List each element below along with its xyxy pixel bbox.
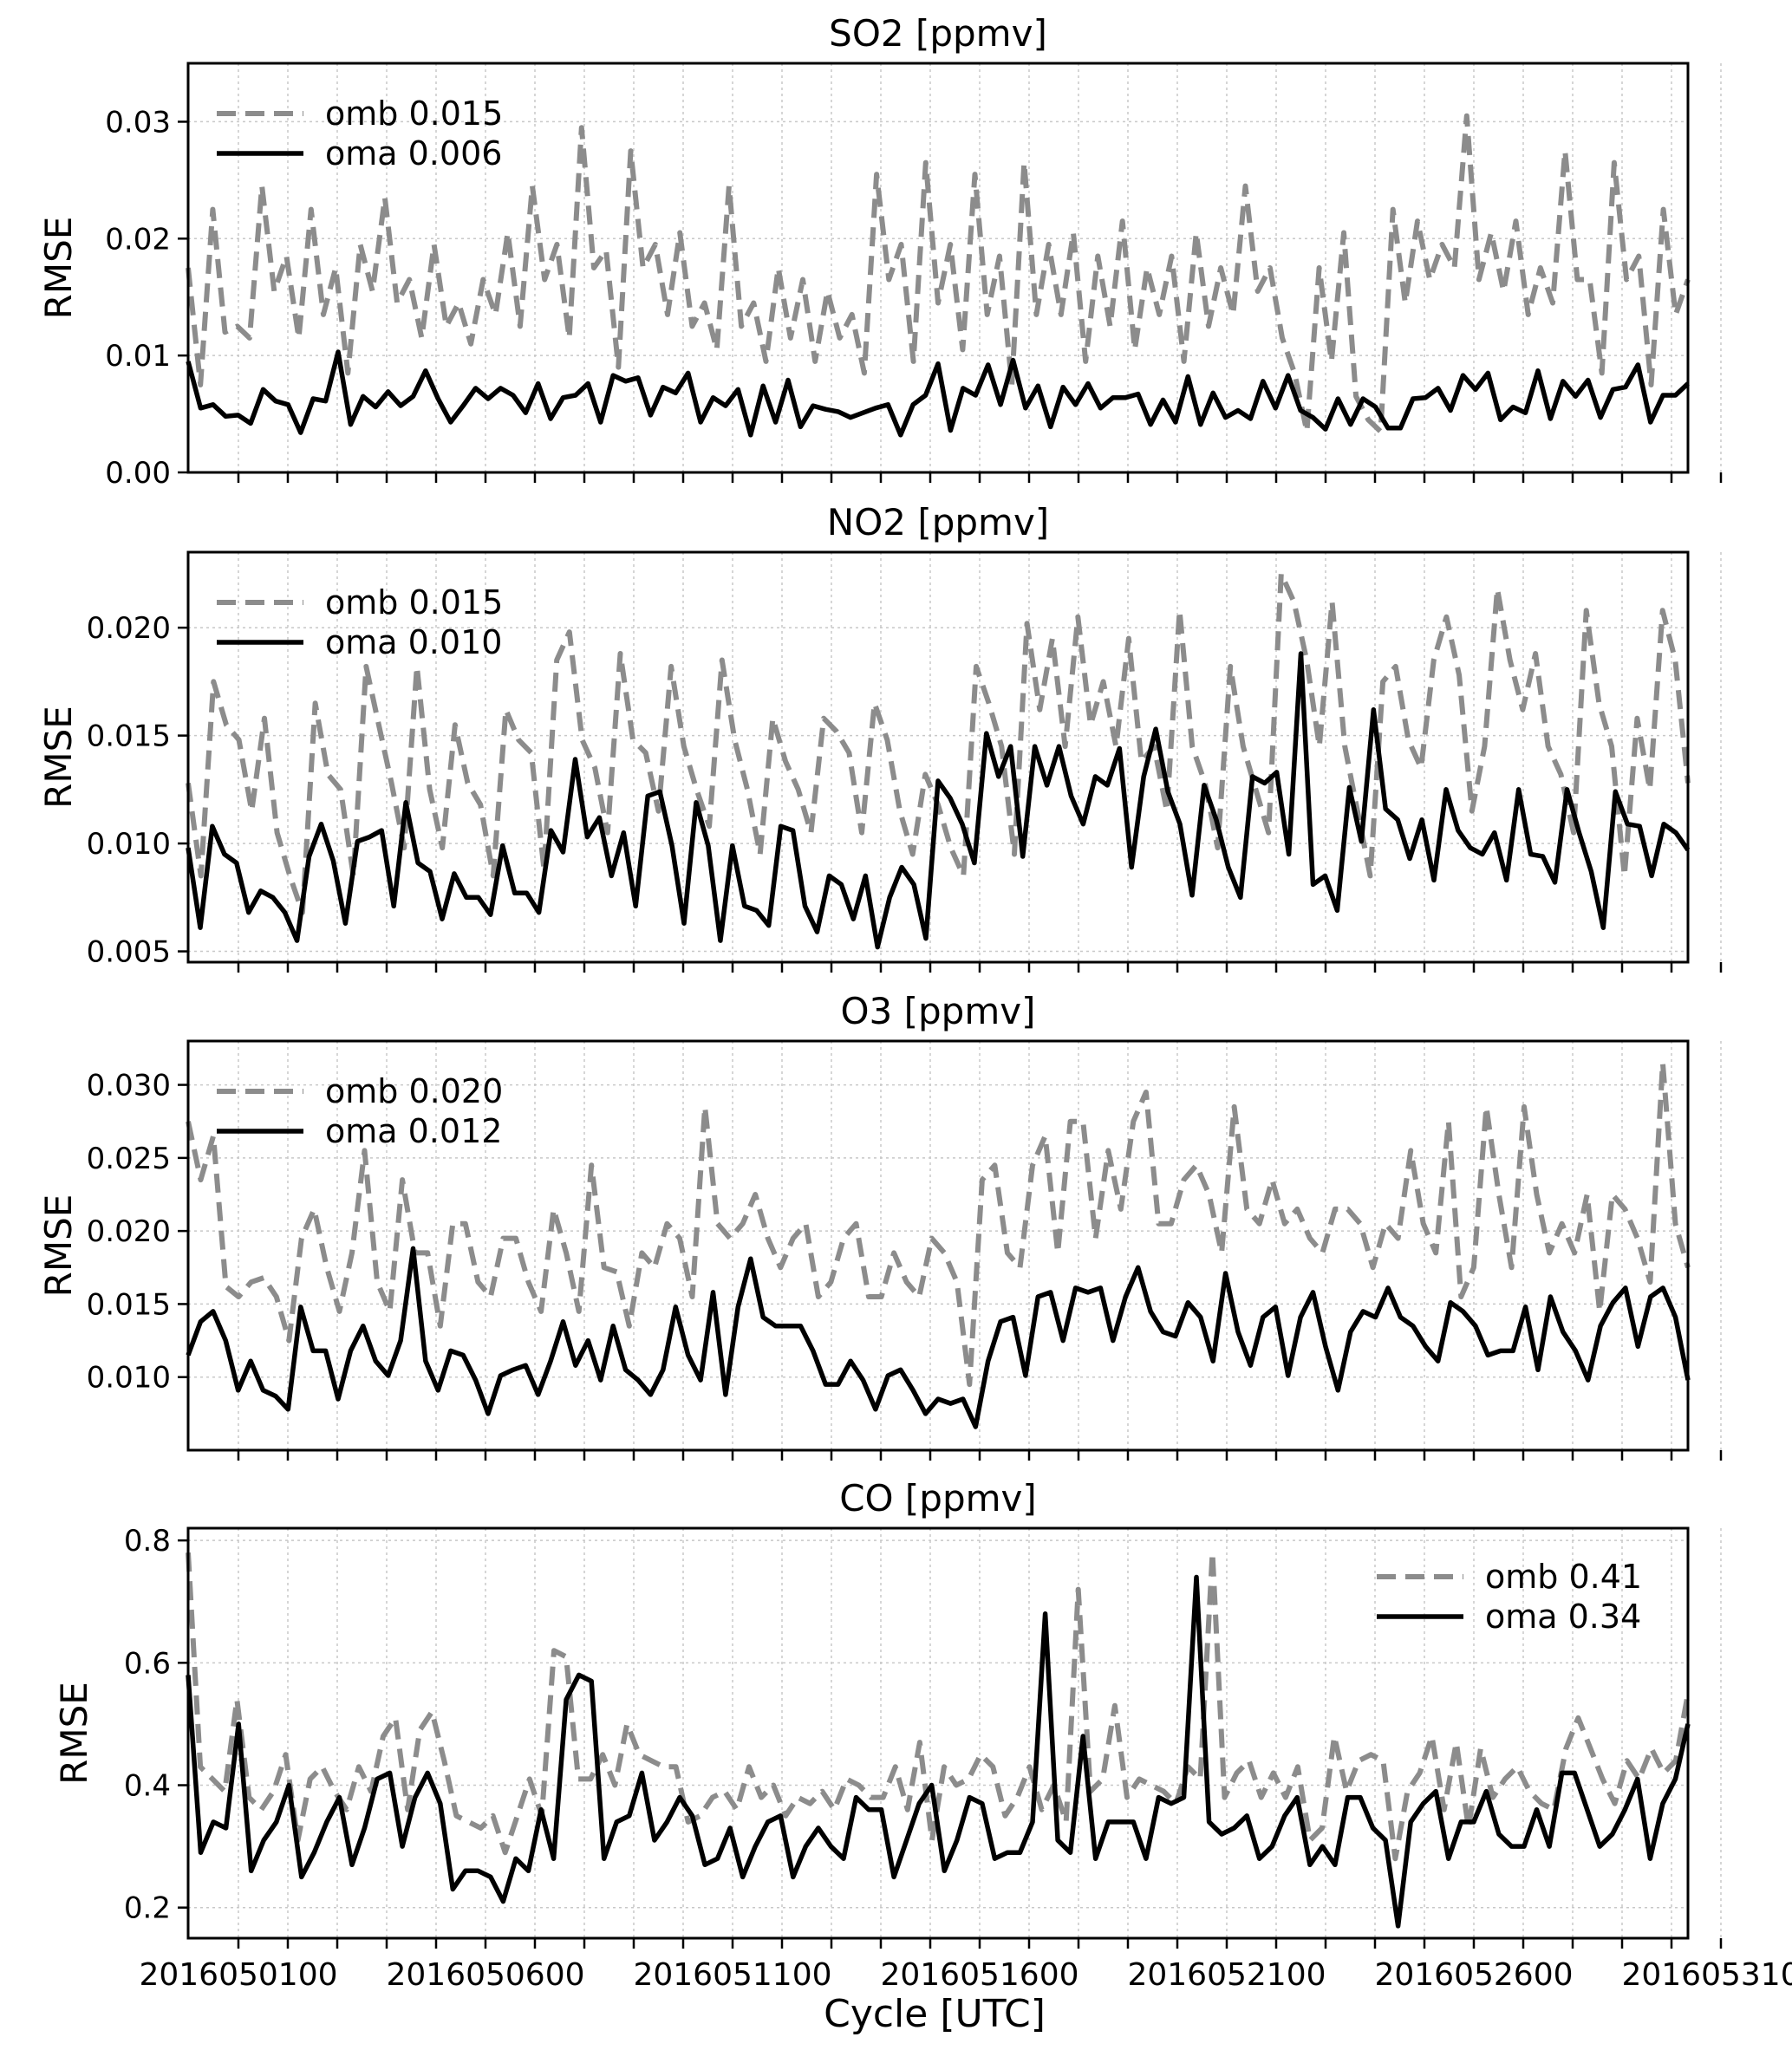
y-tick-label: 0.01 <box>105 339 171 374</box>
y-axis-label: RMSE <box>37 217 80 320</box>
plot-frame <box>186 1526 1690 1940</box>
legend-entry-omb: omb 0.015 <box>325 94 503 133</box>
panel-1: 0.005 0.010 0.015 0.020 NO2 [ppmv] RMSE omb 0.… <box>37 501 1723 973</box>
series-line-oma <box>186 1246 1691 1429</box>
x-tick-label: 2016050600 <box>386 1957 584 1993</box>
x-tick-label: 2016051100 <box>633 1957 831 1993</box>
panel-2: 0.010 0.015 0.020 0.025 0.030 O3 [ppmv] RMSE om… <box>37 990 1723 1461</box>
series-line-oma <box>186 349 1690 438</box>
y-tick-label: 0.8 <box>124 1524 171 1559</box>
y-tick-label: 0.030 <box>87 1069 171 1103</box>
y-tick-label: 0.015 <box>87 719 171 754</box>
y-axis-label: RMSE <box>37 1194 80 1298</box>
series-line-omb <box>186 1550 1691 1862</box>
y-axis-label: RMSE <box>53 1682 95 1785</box>
y-tick-label: 0.4 <box>124 1769 171 1804</box>
y-tick-label: 0.020 <box>87 611 171 646</box>
y-tick-label: 0.02 <box>105 222 171 257</box>
series-line-oma <box>186 1574 1691 1929</box>
x-tick-label: 2016052100 <box>1127 1957 1326 1993</box>
y-tick-label: 0.010 <box>87 1361 171 1396</box>
y-tick-label: 0.005 <box>87 935 171 970</box>
legend-entry-omb: omb 0.41 <box>1485 1558 1642 1596</box>
series-line-oma <box>186 651 1691 950</box>
x-tick-label: 2016051600 <box>880 1957 1078 1993</box>
x-tick-label: 2016053100 <box>1621 1957 1792 1993</box>
x-tick-label: 2016050100 <box>139 1957 337 1993</box>
x-tick-label: 2016052600 <box>1374 1957 1573 1993</box>
legend-entry-oma: oma 0.006 <box>325 134 502 172</box>
chart-title: SO2 [ppmv] <box>829 12 1047 55</box>
plot-frame <box>186 550 1690 964</box>
legend-entry-oma: oma 0.010 <box>325 623 502 661</box>
y-tick-label: 0.00 <box>105 456 171 491</box>
chart-title: O3 [ppmv] <box>841 990 1036 1032</box>
series-line-omb <box>186 113 1691 434</box>
legend-entry-omb: omb 0.015 <box>325 583 503 622</box>
y-tick-label: 0.015 <box>87 1287 171 1322</box>
legend-entry-oma: oma 0.34 <box>1485 1598 1641 1636</box>
y-tick-label: 0.2 <box>124 1891 171 1926</box>
series-line-omb <box>186 1060 1691 1388</box>
y-axis-label: RMSE <box>37 706 80 809</box>
chart-title: NO2 [ppmv] <box>827 501 1049 543</box>
legend-entry-omb: omb 0.020 <box>325 1072 503 1110</box>
chart-title: CO [ppmv] <box>839 1477 1037 1520</box>
y-tick-label: 0.020 <box>87 1214 171 1249</box>
x-axis-label: Cycle [UTC] <box>824 1992 1046 2036</box>
legend-entry-oma: oma 0.012 <box>325 1112 502 1150</box>
y-tick-label: 0.6 <box>124 1646 171 1681</box>
plot-frame <box>186 1039 1690 1452</box>
panel-0: 0.00 0.01 0.02 0.03 SO2 [ppmv] RMSE omb 0.015o… <box>37 12 1723 491</box>
y-tick-label: 0.03 <box>105 105 171 140</box>
plot-frame <box>186 62 1690 474</box>
y-tick-label: 0.010 <box>87 827 171 862</box>
y-tick-label: 0.025 <box>87 1142 171 1176</box>
